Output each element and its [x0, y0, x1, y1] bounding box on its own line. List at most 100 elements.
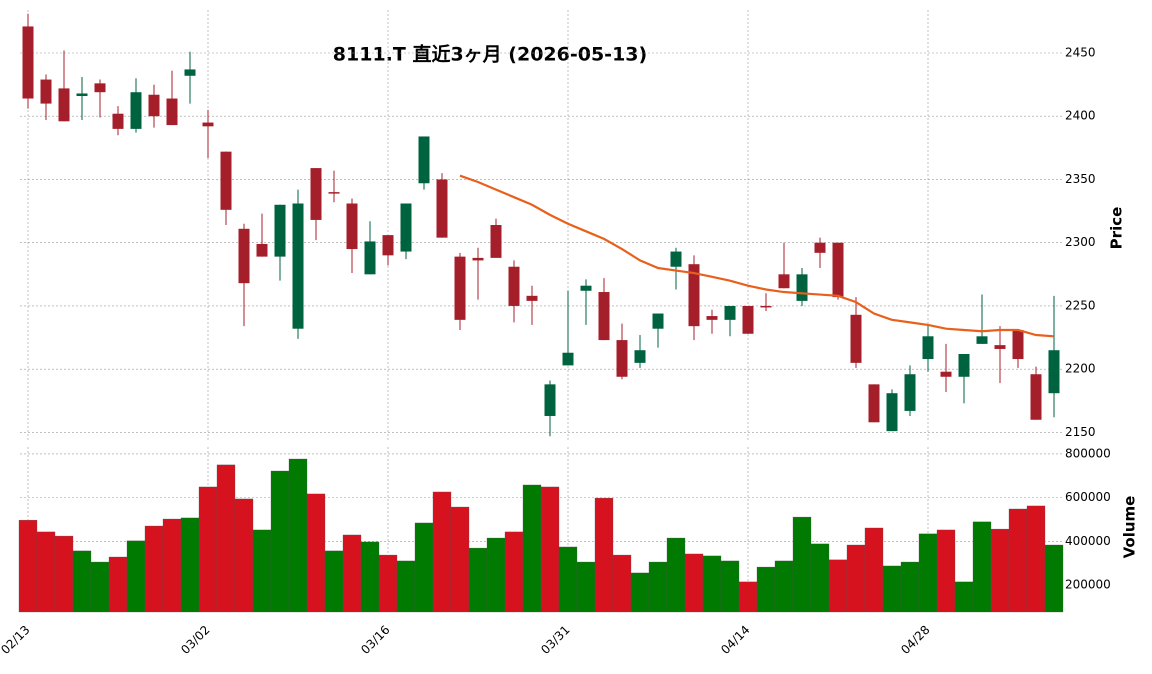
volume-bar	[576, 561, 596, 613]
volume-bar	[540, 486, 560, 613]
volume-bar	[144, 525, 164, 613]
volume-bar	[18, 519, 38, 613]
volume-bar	[522, 484, 542, 613]
candle-body	[778, 274, 790, 289]
candle-body	[544, 384, 556, 416]
candle-body	[454, 256, 466, 320]
volume-bar	[126, 540, 146, 613]
x-tick-label: 03/02	[178, 623, 212, 657]
volume-bar	[792, 516, 812, 613]
candle-body	[202, 122, 214, 127]
candle-body	[760, 305, 772, 308]
volume-bar	[468, 547, 488, 613]
candle-body	[850, 314, 862, 363]
candle-body	[256, 243, 268, 257]
volume-bar	[756, 566, 776, 613]
candle-body	[418, 136, 430, 184]
candle-body	[130, 92, 142, 129]
volume-bar	[900, 561, 920, 613]
y-tick-label: 2200	[1065, 362, 1096, 376]
x-tick-label: 03/16	[358, 623, 392, 657]
candle-body	[328, 192, 340, 194]
y-tick-label: 600000	[1065, 490, 1111, 504]
candle-body	[598, 292, 610, 341]
candle-body	[400, 203, 412, 252]
volume-bar	[198, 486, 218, 613]
y-tick-label: 2150	[1065, 425, 1096, 439]
candle-body	[292, 203, 304, 329]
volume-bar	[72, 550, 92, 613]
candle-body	[490, 225, 502, 258]
volume-bar	[810, 543, 830, 613]
candle-body	[184, 69, 196, 76]
volume-bar	[702, 555, 722, 613]
candle-body	[922, 336, 934, 360]
candle-body	[382, 235, 394, 256]
y-axis-label: Price	[1108, 207, 1126, 250]
volume-bar	[648, 561, 668, 613]
volume-bar	[414, 522, 434, 613]
x-tick-label: 03/31	[538, 623, 572, 657]
volume-bar	[36, 531, 56, 613]
candle-body	[58, 88, 70, 122]
volume-bar	[162, 518, 182, 613]
volume-bar	[720, 560, 740, 613]
volume-bar	[360, 541, 380, 613]
candle-body	[148, 94, 160, 117]
volume-bar	[396, 560, 416, 613]
volume-bar	[270, 470, 290, 613]
candle-body	[904, 374, 916, 411]
volume-bar	[594, 497, 614, 613]
volume-bar	[882, 565, 902, 613]
candle-body	[634, 350, 646, 363]
volume-bar	[864, 527, 884, 613]
candle-body	[364, 241, 376, 275]
candle-body	[40, 79, 52, 104]
candle-body	[76, 93, 88, 96]
y-tick-label: 2400	[1065, 109, 1096, 123]
volume-bar	[612, 554, 632, 613]
volume-bar	[216, 464, 236, 613]
candle-body	[976, 336, 988, 344]
candle-body	[688, 264, 700, 327]
volume-bar	[954, 581, 974, 613]
candle-body	[670, 251, 682, 267]
candle-body	[742, 305, 754, 334]
candle-body	[238, 228, 250, 284]
x-tick-label: 04/14	[718, 623, 752, 657]
candle-body	[724, 305, 736, 320]
y-tick-label: 400000	[1065, 534, 1111, 548]
y-tick-label: 2300	[1065, 235, 1096, 249]
candle-body	[958, 354, 970, 377]
candle-body	[994, 345, 1006, 349]
volume-bar	[972, 521, 992, 613]
candle-body	[796, 274, 808, 301]
candle-body	[220, 151, 232, 210]
candle-body	[346, 203, 358, 250]
volume-bar	[486, 537, 506, 613]
candle-body	[940, 371, 952, 377]
candle-body	[526, 295, 538, 301]
candle-body	[814, 242, 826, 253]
volume-bar	[90, 561, 110, 613]
candle-body	[580, 285, 592, 291]
volume-bar	[288, 458, 308, 613]
candle-body	[508, 266, 520, 306]
volume-bar	[432, 491, 452, 613]
volume-bar	[180, 517, 200, 613]
volume-bar	[306, 493, 326, 613]
volume-bar	[1026, 505, 1046, 613]
y-axis-label: Volume	[1121, 496, 1139, 559]
candle-body	[562, 352, 574, 366]
volume-bar	[774, 560, 794, 613]
y-tick-label: 2450	[1065, 46, 1096, 60]
candle-body	[274, 204, 286, 257]
x-tick-label: 04/28	[898, 623, 932, 657]
candle-body	[832, 242, 844, 298]
candle-body	[310, 168, 322, 220]
chart-title: 8111.T 直近3ヶ月 (2026-05-13)	[333, 43, 647, 66]
candle-body	[22, 26, 34, 99]
volume-bar	[504, 531, 524, 613]
candle-body	[166, 98, 178, 126]
